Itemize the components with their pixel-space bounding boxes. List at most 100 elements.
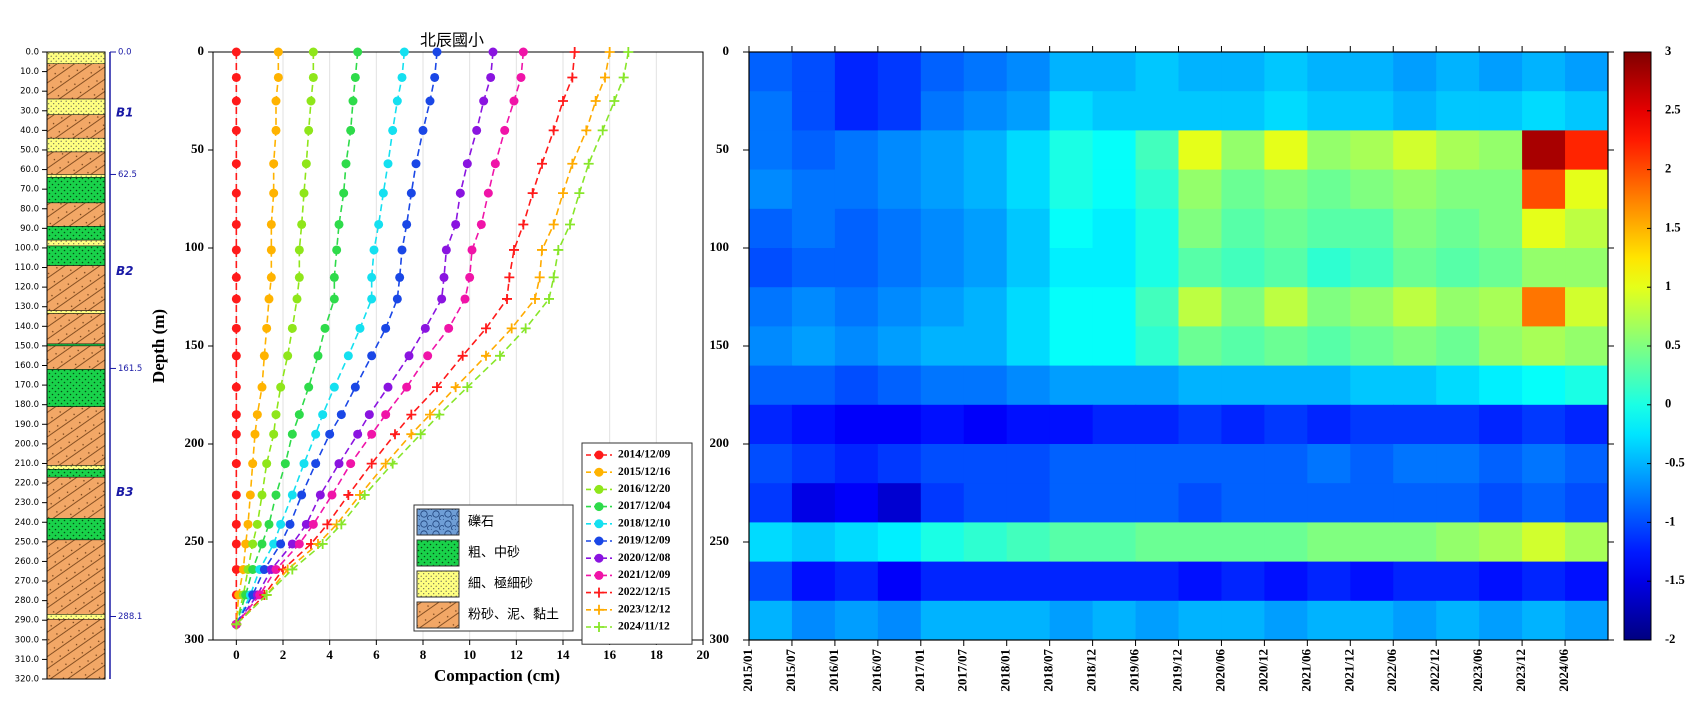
heat-cell — [1221, 600, 1265, 641]
marker — [287, 429, 297, 439]
heat-cell — [1522, 208, 1566, 249]
y-tick-label: 100 — [710, 239, 730, 254]
marker — [432, 382, 442, 393]
y-tick-label: 230.0 — [15, 498, 39, 508]
marker — [359, 489, 370, 500]
heat-cell — [877, 326, 922, 367]
heat-cell — [1350, 444, 1394, 484]
marker — [231, 72, 241, 82]
marker — [369, 245, 379, 255]
marker — [262, 323, 272, 333]
heat-cell — [1221, 483, 1265, 523]
heat-cell — [963, 169, 1008, 210]
heat-cell — [963, 248, 1008, 288]
heat-cell — [920, 326, 965, 367]
heat-cell — [1565, 287, 1609, 327]
layer — [46, 469, 106, 478]
marker — [252, 519, 262, 529]
layer — [46, 174, 106, 178]
y-tick-label: 40.0 — [20, 126, 39, 136]
x-tick-label: 2021/12 — [1341, 649, 1356, 692]
heat-cell — [791, 91, 836, 131]
y-tick-label: 250.0 — [15, 537, 39, 547]
layer — [46, 313, 106, 345]
layer — [46, 310, 106, 314]
heat-cell — [1264, 600, 1308, 641]
x-tick-label: 2018/12 — [1084, 649, 1099, 692]
heat-cell — [1049, 130, 1094, 171]
heat-cell — [1092, 91, 1137, 131]
heat-cell — [1479, 287, 1523, 327]
heat-cell — [1479, 444, 1523, 484]
heat-cell — [1178, 522, 1222, 563]
marker — [364, 410, 374, 420]
y-tick-label: 320.0 — [15, 675, 39, 685]
marker — [269, 159, 279, 169]
y-tick-label: 90.0 — [20, 224, 39, 234]
legend-label: 2014/12/09 — [618, 449, 671, 461]
y-axis-label: Depth (m) — [149, 309, 168, 383]
marker — [425, 409, 435, 420]
marker — [420, 323, 430, 333]
heat-cell — [1436, 52, 1480, 92]
heat-cell — [1350, 326, 1394, 367]
heat-cell — [877, 600, 922, 641]
heat-cell — [1436, 326, 1480, 367]
marker — [299, 459, 309, 469]
marker — [381, 323, 391, 333]
marker — [315, 490, 325, 500]
marker — [308, 47, 318, 57]
heat-cell — [749, 248, 793, 288]
marker — [450, 382, 461, 393]
y-tick-label: 270.0 — [15, 577, 39, 587]
heat-cell — [1307, 91, 1351, 131]
heat-cell — [1178, 130, 1222, 171]
marker — [518, 219, 529, 230]
colorbar — [1623, 51, 1652, 641]
marker — [252, 410, 262, 420]
y-tick-label: 50 — [191, 141, 204, 156]
heat-cell — [1307, 248, 1351, 288]
heat-cell — [1135, 483, 1179, 523]
y-tick-label: 120.0 — [15, 283, 39, 293]
heat-cell — [1178, 404, 1222, 445]
heat-cell — [1307, 522, 1351, 563]
heat-cell — [963, 444, 1008, 484]
heat-cell — [1307, 208, 1351, 249]
heat-cell — [791, 561, 836, 602]
heat-cell — [1565, 404, 1609, 445]
x-tick-label: 20 — [697, 647, 710, 662]
y-tick-label: 100.0 — [15, 243, 39, 253]
layer — [46, 63, 106, 100]
heat-cell — [1436, 365, 1480, 406]
heat-cell — [1264, 130, 1308, 171]
heat-cell — [1393, 326, 1437, 367]
layer — [46, 202, 106, 227]
heat-cell — [1522, 444, 1566, 484]
heat-cell — [963, 483, 1008, 523]
marker — [276, 519, 286, 529]
heat-cell — [1307, 561, 1351, 602]
heat-cell — [791, 169, 836, 210]
marker — [597, 125, 608, 136]
marker — [465, 272, 475, 282]
heat-cell — [920, 365, 965, 406]
marker — [520, 323, 531, 334]
marker — [231, 382, 241, 392]
heat-cell — [1565, 326, 1609, 367]
heat-cell — [1350, 365, 1394, 406]
legend-label: 2018/12/10 — [618, 517, 671, 529]
heat-cell — [1307, 444, 1351, 484]
profile-line — [235, 51, 576, 625]
marker — [231, 519, 241, 529]
marker — [451, 219, 461, 229]
heat-cell — [1135, 130, 1179, 171]
heat-cell — [1436, 287, 1480, 327]
legend-marker — [594, 536, 604, 546]
heat-cell — [1393, 208, 1437, 249]
profile-line — [235, 51, 406, 625]
legend-marker — [594, 622, 604, 632]
marker — [609, 96, 620, 106]
marker — [439, 272, 449, 282]
marker — [534, 272, 545, 283]
